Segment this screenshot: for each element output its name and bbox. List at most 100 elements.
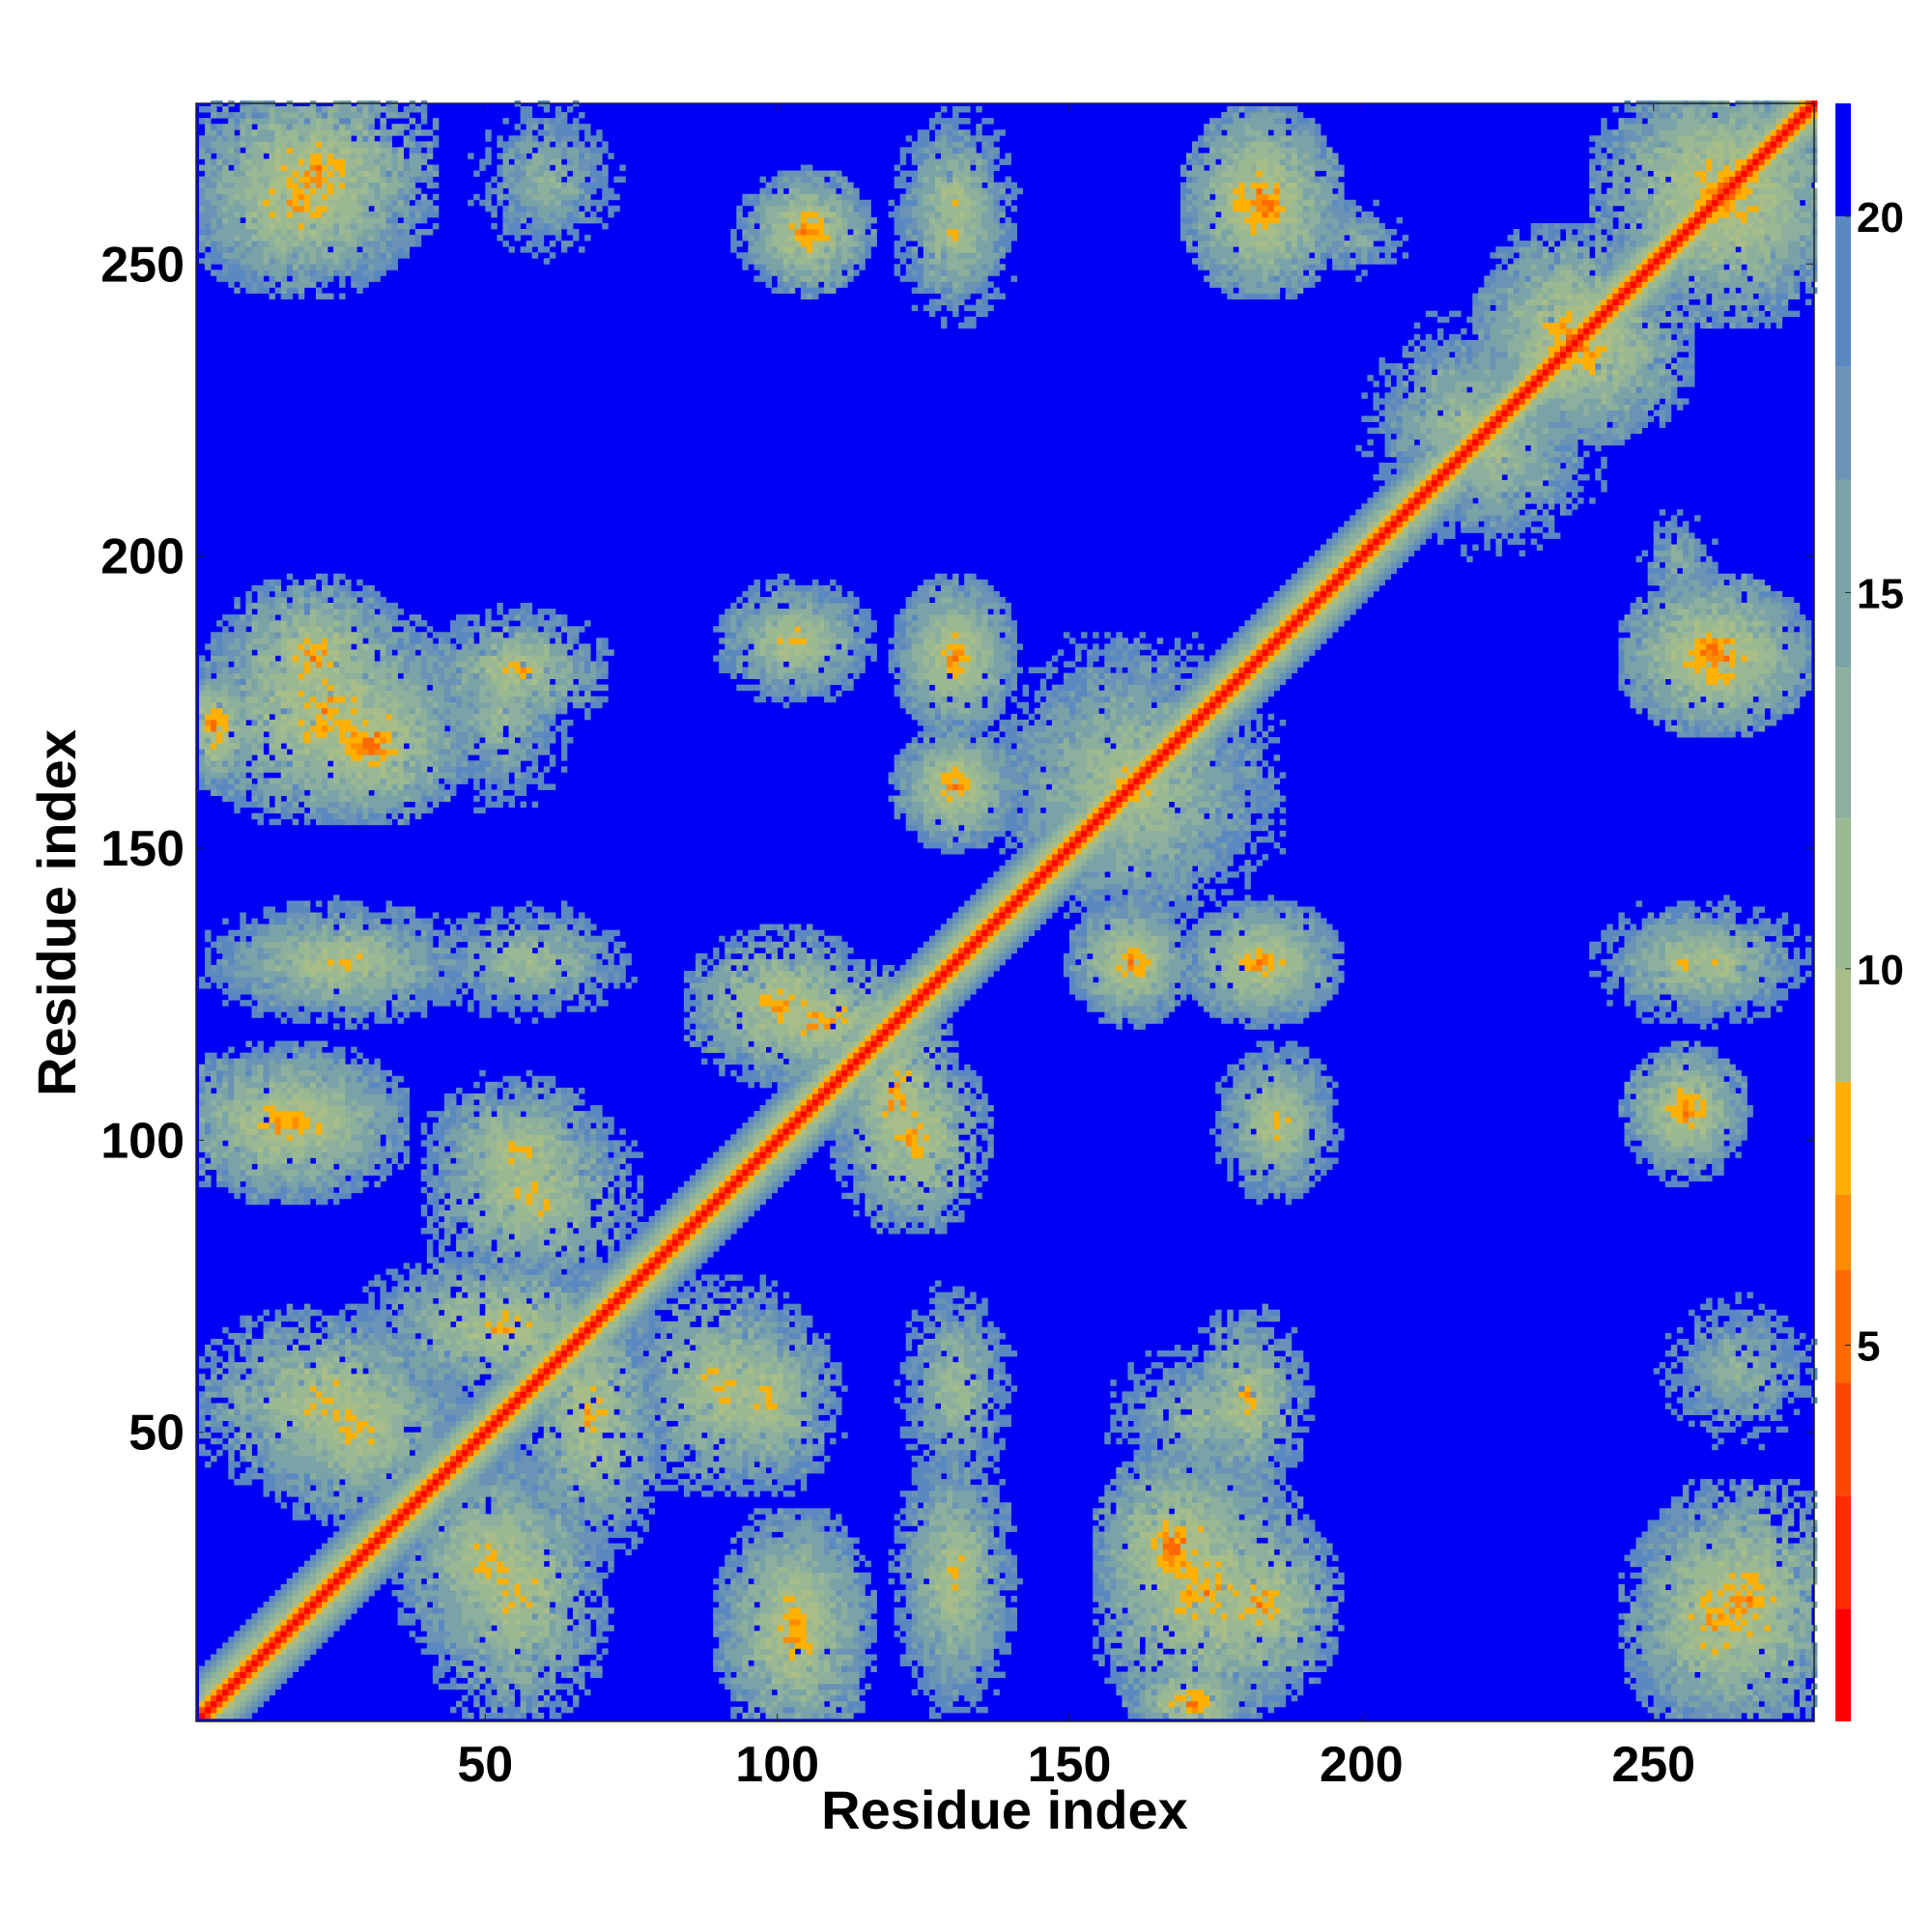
heatmap-cell — [245, 1648, 251, 1654]
heatmap-cell — [240, 1438, 245, 1444]
heatmap-cell — [264, 164, 270, 170]
heatmap-cell — [251, 1350, 257, 1356]
heatmap-cell — [240, 1140, 245, 1146]
heatmap-cell — [228, 1408, 234, 1414]
heatmap-cell — [216, 766, 222, 772]
heatmap-cell — [234, 772, 240, 778]
heatmap-cell — [234, 1181, 240, 1187]
heatmap-cell — [211, 1099, 216, 1105]
heatmap-cell — [199, 1408, 205, 1414]
heatmap-cell — [293, 1099, 298, 1105]
heatmap-cell — [257, 1117, 263, 1122]
heatmap-cell — [240, 708, 245, 714]
heatmap-cell — [281, 135, 287, 141]
heatmap-cell — [240, 1479, 245, 1485]
heatmap-cell — [240, 1339, 245, 1345]
heatmap-cell — [228, 679, 234, 685]
heatmap-cell — [222, 638, 228, 643]
heatmap-cell — [270, 1170, 275, 1176]
heatmap-cell — [251, 1146, 257, 1151]
heatmap-cell — [275, 287, 281, 293]
heatmap-cell — [245, 124, 251, 129]
heatmap-cell — [251, 1170, 257, 1176]
heatmap-cell — [257, 1053, 263, 1059]
heatmap-cell — [281, 1415, 287, 1421]
heatmap-cell — [240, 275, 245, 281]
heatmap-cell — [281, 241, 287, 246]
heatmap-cell — [293, 1164, 298, 1170]
heatmap-cell — [281, 147, 287, 153]
heatmap-cell — [275, 1151, 281, 1157]
heatmap-cell — [211, 252, 216, 258]
heatmap-cell — [240, 1450, 245, 1456]
heatmap-cell — [275, 1684, 281, 1690]
heatmap-cell — [211, 1070, 216, 1076]
heatmap-cell — [257, 1011, 263, 1017]
heatmap-cell — [287, 1094, 293, 1099]
heatmap-cell — [251, 1065, 257, 1070]
heatmap-cell — [287, 1000, 293, 1006]
heatmap-cell — [216, 275, 222, 281]
heatmap-cell — [257, 1362, 263, 1368]
heatmap-cell — [251, 1339, 257, 1345]
heatmap-cell — [264, 942, 270, 948]
heatmap-cell — [222, 275, 228, 281]
heatmap-cell — [257, 655, 263, 661]
heatmap-cell — [222, 778, 228, 783]
heatmap-cell — [199, 977, 205, 982]
heatmap-cell — [287, 1397, 293, 1403]
heatmap-cell — [293, 1485, 298, 1491]
heatmap-cell — [281, 1391, 287, 1397]
heatmap-cell — [293, 913, 298, 919]
heatmap-cell — [251, 1345, 257, 1350]
heatmap-cell — [216, 158, 222, 164]
heatmap-cell — [257, 1374, 263, 1379]
heatmap-cell — [257, 1391, 263, 1397]
heatmap-cell — [293, 1199, 298, 1205]
heatmap-cell — [293, 977, 298, 982]
heatmap-cell — [234, 212, 240, 217]
heatmap-cell — [240, 965, 245, 971]
heatmap-cell — [275, 597, 281, 603]
heatmap-cell — [287, 212, 293, 217]
heatmap-cell — [211, 206, 216, 212]
heatmap-cell — [264, 1403, 270, 1408]
heatmap-cell — [245, 158, 251, 164]
heatmap-cell — [251, 106, 257, 112]
heatmap-cell — [211, 1059, 216, 1065]
heatmap-cell — [264, 118, 270, 124]
heatmap-cell — [275, 959, 281, 965]
heatmap-cell — [293, 1502, 298, 1508]
heatmap-cell — [287, 177, 293, 183]
heatmap-cell — [257, 1636, 263, 1642]
heatmap-cell — [245, 1684, 251, 1690]
heatmap-cell — [281, 153, 287, 158]
heatmap-cell — [245, 643, 251, 649]
heatmap-cell — [228, 1105, 234, 1111]
heatmap-cell — [240, 790, 245, 796]
heatmap-cell — [270, 655, 275, 661]
heatmap-cell — [199, 1362, 205, 1368]
heatmap-cell — [257, 229, 263, 235]
heatmap-cell — [281, 971, 287, 977]
heatmap-cell — [228, 1187, 234, 1193]
heatmap-cell — [205, 1678, 211, 1684]
heatmap-cell — [216, 696, 222, 702]
heatmap-cell — [264, 1415, 270, 1421]
heatmap-cell — [275, 936, 281, 942]
heatmap-cell — [270, 790, 275, 796]
heatmap-cell — [205, 1164, 211, 1170]
heatmap-cell — [257, 1642, 263, 1648]
heatmap-cell — [275, 1456, 281, 1462]
heatmap-cell — [287, 1356, 293, 1362]
heatmap-cell — [264, 223, 270, 229]
heatmap-cell — [245, 1444, 251, 1450]
heatmap-cell — [270, 1619, 275, 1625]
heatmap-cell — [270, 158, 275, 164]
heatmap-cell — [222, 1391, 228, 1397]
heatmap-cell — [240, 930, 245, 936]
heatmap-cell — [216, 1176, 222, 1181]
heatmap-cell — [270, 153, 275, 158]
heatmap-cell — [245, 982, 251, 988]
heatmap-cell — [211, 1151, 216, 1157]
